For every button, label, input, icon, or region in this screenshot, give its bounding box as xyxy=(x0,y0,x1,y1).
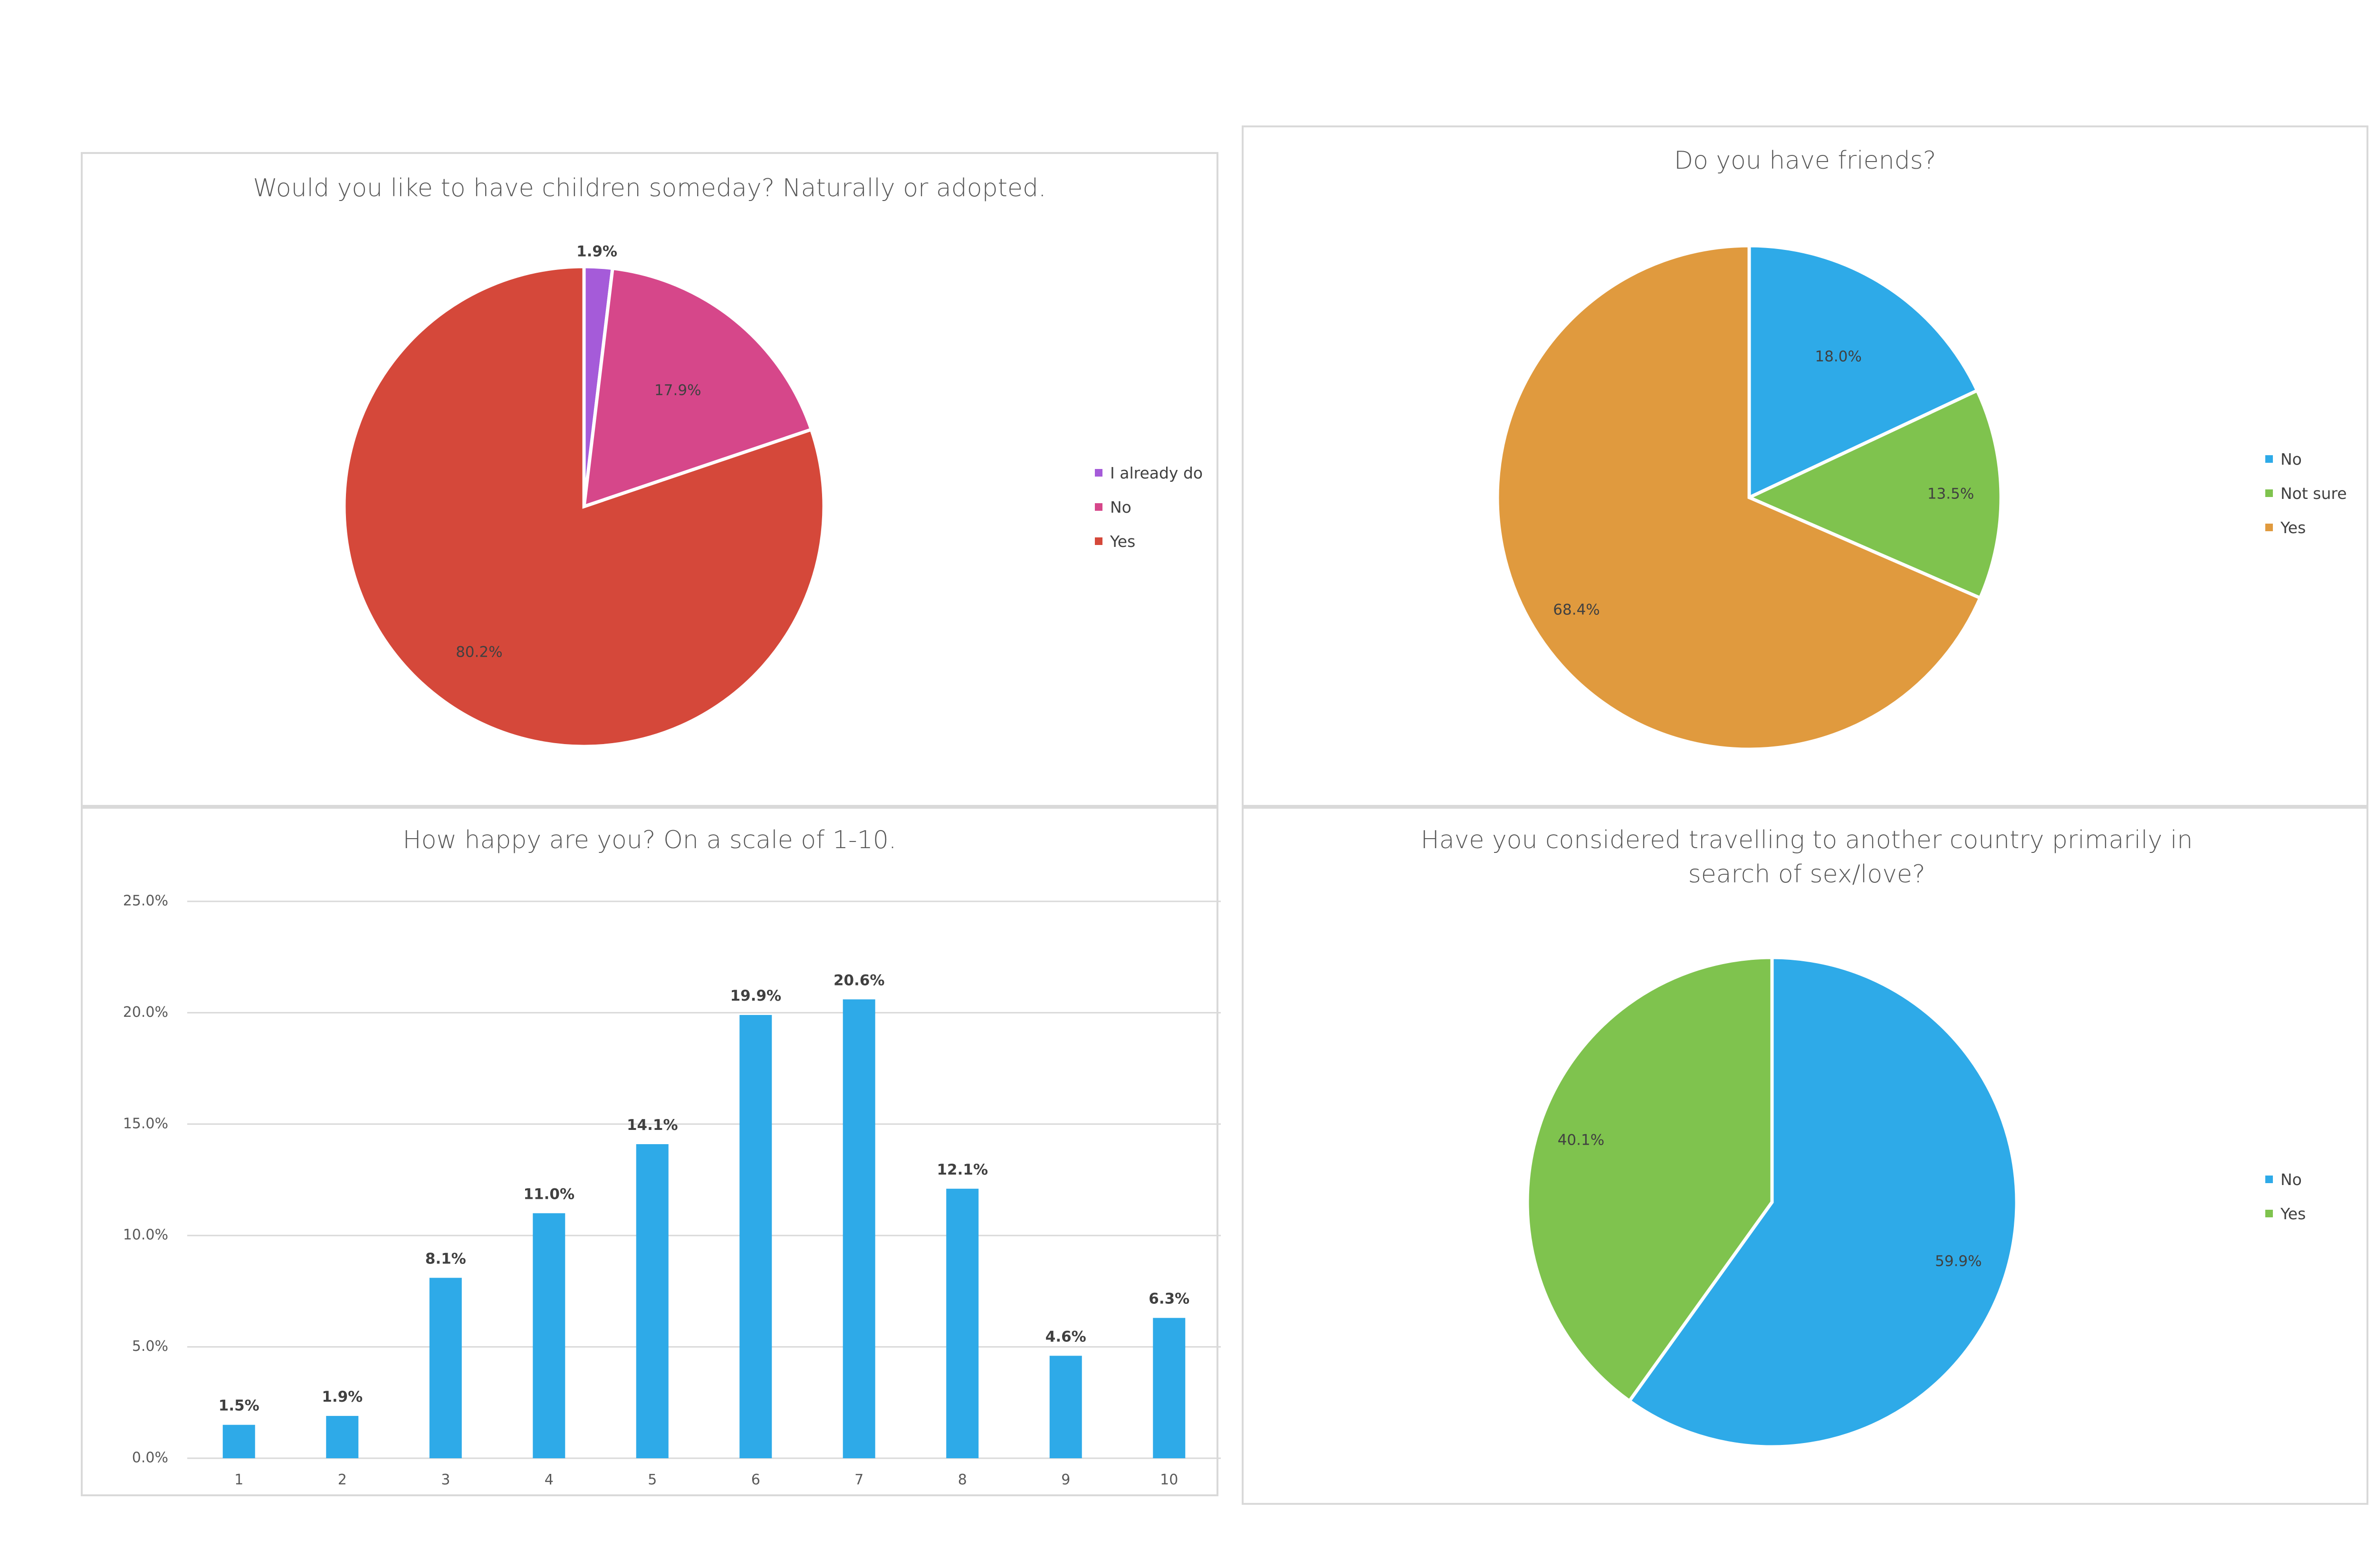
legend-swatch xyxy=(1095,469,1102,477)
y-tick-label: 20.0% xyxy=(123,1004,168,1021)
bar-6 xyxy=(739,1015,772,1458)
x-tick-label: 7 xyxy=(854,1472,863,1488)
chart-title: Would you like to have children someday?… xyxy=(253,174,1046,202)
data-label-5: 14.1% xyxy=(627,1117,678,1134)
chart-panel-children: Would you like to have children someday?… xyxy=(81,152,1218,807)
bar-9 xyxy=(1049,1356,1082,1458)
bar-3 xyxy=(429,1278,462,1458)
legend-item-no: No xyxy=(1095,490,1203,524)
bar-7 xyxy=(843,999,875,1458)
data-label-4: 11.0% xyxy=(523,1186,575,1203)
bar-1 xyxy=(222,1425,255,1458)
bar-4 xyxy=(533,1213,565,1458)
legend-children: I already do No Yes xyxy=(1095,456,1203,558)
bar-10 xyxy=(1153,1318,1186,1458)
pie-slice-no xyxy=(1627,956,2019,1449)
pie-slice-yes xyxy=(342,265,826,748)
data-label-2: 1.9% xyxy=(322,1388,363,1405)
x-tick-label: 8 xyxy=(958,1472,967,1488)
x-tick-label: 5 xyxy=(648,1472,657,1488)
pie-slice-yes xyxy=(1525,956,1774,1404)
y-tick-label: 10.0% xyxy=(123,1227,168,1243)
legend-item-no: No xyxy=(2265,442,2347,476)
data-label-6: 19.9% xyxy=(730,987,781,1004)
bar-chart-happiness: 0.0% 5.0% 10.0% 15.0% 20.0% 25.0% 1.5% 1 1.9% 2 8.… xyxy=(123,893,1221,1488)
legend-swatch xyxy=(1095,503,1102,511)
legend-label: Not sure xyxy=(2280,484,2347,503)
legend-label: Yes xyxy=(1110,532,1136,551)
data-label-9: 4.6% xyxy=(1045,1328,1086,1345)
chart-panel-happiness: How happy are you? On a scale of 1-10. 0… xyxy=(81,807,1221,1496)
legend-swatch xyxy=(2265,1210,2273,1217)
legend-swatch xyxy=(2265,1176,2273,1183)
data-label-yes: 68.4% xyxy=(1553,602,1600,619)
data-label-i-already-do: 1.9% xyxy=(576,243,617,260)
legend-swatch xyxy=(1095,537,1102,545)
x-tick-label: 4 xyxy=(545,1472,554,1488)
legend-swatch xyxy=(2265,489,2273,497)
chart-title: Have you considered travelling to anothe… xyxy=(1420,826,2193,889)
bar-8 xyxy=(946,1188,979,1458)
chart-panel-friends: Do you have friends? 18.0% 13.5% 68.4% No N… xyxy=(1242,125,2368,807)
x-tick-label: 1 xyxy=(234,1472,243,1488)
y-tick-label: 5.0% xyxy=(132,1338,168,1355)
data-label-yes: 80.2% xyxy=(456,643,502,660)
legend-item-yes: Yes xyxy=(1095,524,1203,558)
bar-2 xyxy=(326,1415,359,1458)
chart-panel-travelling: Have you considered travelling to anothe… xyxy=(1242,807,2368,1505)
legend-swatch xyxy=(2265,455,2273,463)
data-label-no: 59.9% xyxy=(1935,1253,1982,1270)
legend-item-yes: Yes xyxy=(2265,1196,2306,1231)
legend-label: Yes xyxy=(2280,1204,2306,1223)
legend-label: No xyxy=(2280,449,2302,468)
legend-label: No xyxy=(2280,1170,2302,1189)
pie-slice-no xyxy=(1747,244,1980,500)
data-label-not-sure: 13.5% xyxy=(1927,486,1974,503)
data-label-no: 17.9% xyxy=(654,382,701,399)
x-tick-label: 2 xyxy=(338,1472,347,1488)
bar-5 xyxy=(636,1144,669,1458)
legend-item-no: No xyxy=(2265,1162,2306,1196)
y-tick-label: 0.0% xyxy=(132,1450,168,1466)
chart-title: How happy are you? On a scale of 1-10. xyxy=(402,826,897,854)
pie-slice-yes xyxy=(1495,244,1983,751)
y-tick-label: 25.0% xyxy=(123,893,168,909)
x-tick-label: 6 xyxy=(751,1472,760,1488)
legend-item-yes: Yes xyxy=(2265,510,2347,545)
legend-friends: No Not sure Yes xyxy=(2265,442,2347,545)
pie-slice-no xyxy=(582,266,814,509)
data-label-8: 12.1% xyxy=(937,1161,988,1178)
legend-label: No xyxy=(1110,497,1131,516)
data-label-3: 8.1% xyxy=(425,1250,466,1267)
legend-travelling: No Yes xyxy=(2265,1162,2306,1231)
pie-chart-travelling: 59.9% 40.1% xyxy=(1525,956,2019,1449)
pie-chart-children: 1.9% 17.9% 80.2% xyxy=(342,243,826,748)
x-tick-label: 3 xyxy=(441,1472,450,1488)
legend-label: Yes xyxy=(2280,518,2306,537)
pie-chart-friends: 18.0% 13.5% 68.4% xyxy=(1495,244,2003,751)
legend-item-not-sure: Not sure xyxy=(2265,476,2347,510)
y-tick-label: 15.0% xyxy=(123,1115,168,1132)
x-tick-label: 10 xyxy=(1160,1472,1178,1488)
data-label-7: 20.6% xyxy=(834,972,885,989)
data-label-no: 18.0% xyxy=(1815,348,1861,365)
legend-label: I already do xyxy=(1110,463,1203,482)
data-label-1: 1.5% xyxy=(219,1397,259,1415)
x-tick-label: 9 xyxy=(1061,1472,1070,1488)
chart-title: Do you have friends? xyxy=(1674,146,1936,175)
pie-slice-not-sure xyxy=(1745,388,2003,601)
legend-swatch xyxy=(2265,524,2273,531)
legend-item-i-already-do: I already do xyxy=(1095,456,1203,490)
data-label-yes: 40.1% xyxy=(1558,1131,1604,1148)
data-label-10: 6.3% xyxy=(1149,1291,1189,1308)
